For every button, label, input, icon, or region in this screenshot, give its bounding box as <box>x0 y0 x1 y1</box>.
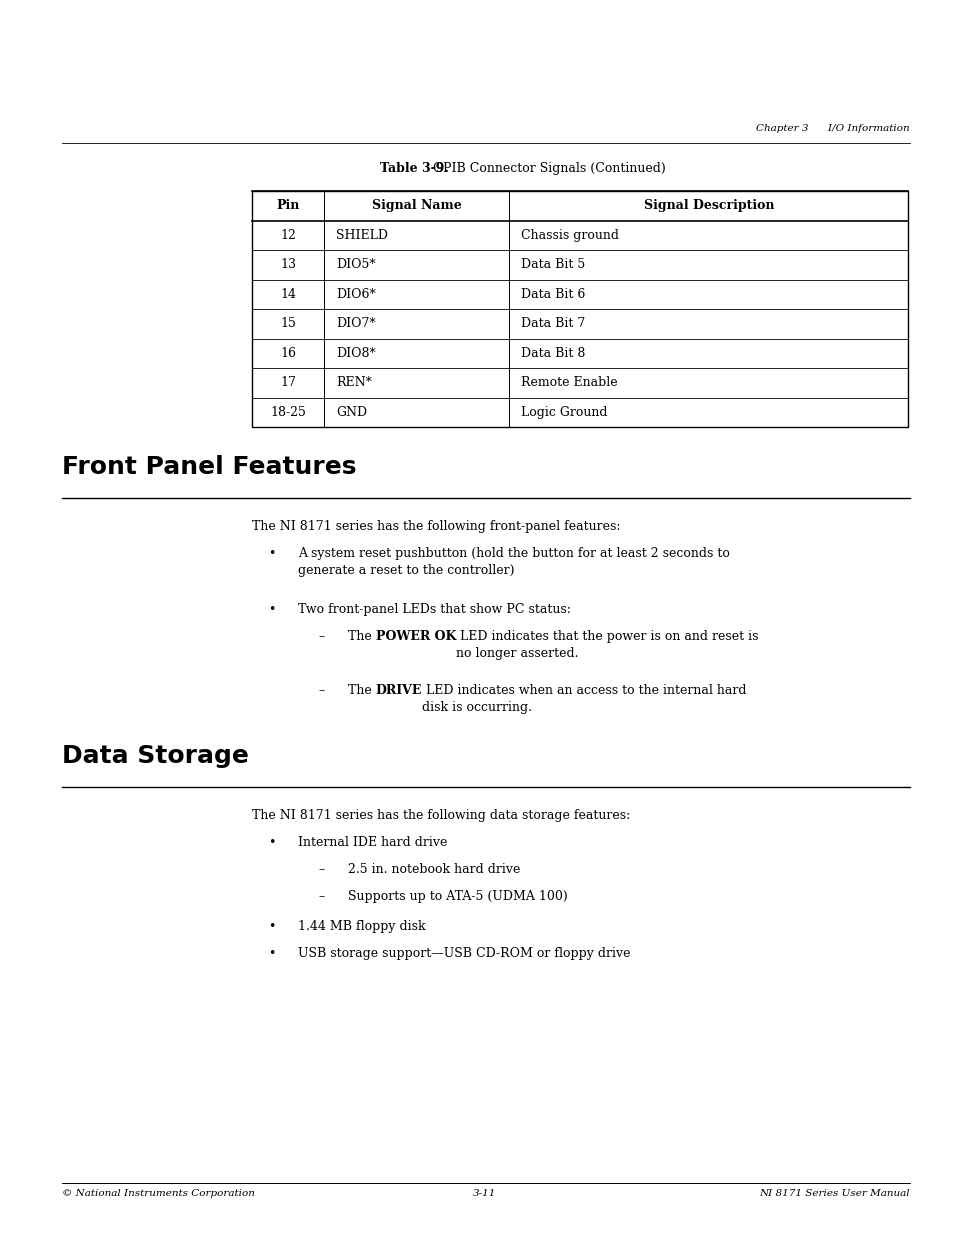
Text: •: • <box>268 920 275 932</box>
Text: © National Instruments Corporation: © National Instruments Corporation <box>62 1189 254 1198</box>
Text: 18-25: 18-25 <box>270 406 306 419</box>
Text: –: – <box>317 890 324 903</box>
Text: The NI 8171 series has the following data storage features:: The NI 8171 series has the following dat… <box>252 809 630 823</box>
Text: DIO5*: DIO5* <box>335 258 375 272</box>
Text: The NI 8171 series has the following front-panel features:: The NI 8171 series has the following fro… <box>252 520 619 534</box>
Text: 1.44 MB floppy disk: 1.44 MB floppy disk <box>297 920 425 932</box>
Text: •: • <box>268 947 275 960</box>
Text: Internal IDE hard drive: Internal IDE hard drive <box>297 836 447 848</box>
Text: Pin: Pin <box>276 199 299 212</box>
Text: 2.5 in. notebook hard drive: 2.5 in. notebook hard drive <box>348 863 519 876</box>
Text: Chassis ground: Chassis ground <box>520 228 618 242</box>
Text: Data Bit 6: Data Bit 6 <box>520 288 585 301</box>
Text: Data Storage: Data Storage <box>62 743 249 768</box>
Text: DIO6*: DIO6* <box>335 288 375 301</box>
Text: Signal Name: Signal Name <box>372 199 461 212</box>
Text: 15: 15 <box>280 317 295 330</box>
Text: Signal Description: Signal Description <box>643 199 774 212</box>
Text: REN*: REN* <box>335 377 372 389</box>
Text: LED indicates that the power is on and reset is
no longer asserted.: LED indicates that the power is on and r… <box>456 630 758 661</box>
Text: LED indicates when an access to the internal hard
disk is occurring.: LED indicates when an access to the inte… <box>421 684 746 715</box>
Text: NI 8171 Series User Manual: NI 8171 Series User Manual <box>759 1189 909 1198</box>
Text: •: • <box>268 603 275 616</box>
Text: A system reset pushbutton (hold the button for at least 2 seconds to
generate a : A system reset pushbutton (hold the butt… <box>297 547 729 578</box>
Text: Remote Enable: Remote Enable <box>520 377 617 389</box>
Text: Two front-panel LEDs that show PC status:: Two front-panel LEDs that show PC status… <box>297 603 570 616</box>
Text: GPIB Connector Signals (Continued): GPIB Connector Signals (Continued) <box>424 162 665 175</box>
Text: Chapter 3      I/O Information: Chapter 3 I/O Information <box>756 124 909 133</box>
Text: The: The <box>348 684 375 697</box>
Text: Supports up to ATA-5 (UDMA 100): Supports up to ATA-5 (UDMA 100) <box>348 890 567 903</box>
Text: 3-11: 3-11 <box>473 1189 497 1198</box>
Text: Table 3-9.: Table 3-9. <box>379 162 448 175</box>
Text: Data Bit 7: Data Bit 7 <box>520 317 584 330</box>
Text: DRIVE: DRIVE <box>375 684 421 697</box>
Text: Data Bit 8: Data Bit 8 <box>520 347 585 359</box>
Text: POWER OK: POWER OK <box>375 630 456 643</box>
Text: 17: 17 <box>280 377 295 389</box>
Text: –: – <box>317 863 324 876</box>
Text: DIO7*: DIO7* <box>335 317 375 330</box>
Text: DIO8*: DIO8* <box>335 347 375 359</box>
Text: 12: 12 <box>280 228 295 242</box>
Text: GND: GND <box>335 406 367 419</box>
Text: –: – <box>317 684 324 697</box>
Text: •: • <box>268 836 275 848</box>
Text: •: • <box>268 547 275 559</box>
Text: USB storage support—USB CD-ROM or floppy drive: USB storage support—USB CD-ROM or floppy… <box>297 947 630 960</box>
Text: Data Bit 5: Data Bit 5 <box>520 258 584 272</box>
Text: The: The <box>348 630 375 643</box>
Text: Logic Ground: Logic Ground <box>520 406 607 419</box>
Text: 14: 14 <box>280 288 295 301</box>
Text: –: – <box>317 630 324 643</box>
Bar <box>252 191 907 427</box>
Text: 13: 13 <box>280 258 295 272</box>
Text: SHIELD: SHIELD <box>335 228 388 242</box>
Text: Front Panel Features: Front Panel Features <box>62 454 356 479</box>
Text: 16: 16 <box>280 347 295 359</box>
